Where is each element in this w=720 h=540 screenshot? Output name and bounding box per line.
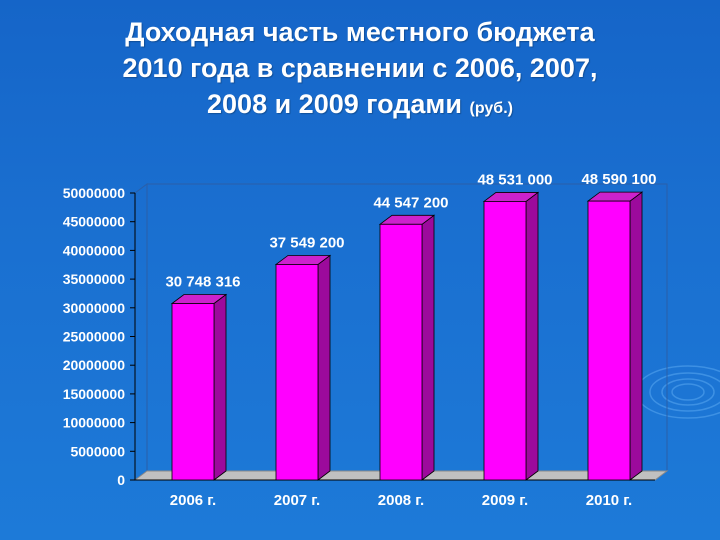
bar — [483, 201, 527, 481]
left-wall — [134, 183, 148, 481]
y-tick-label: 35000000 — [63, 271, 126, 287]
y-tick-label: 10000000 — [63, 415, 126, 431]
y-tick-label: 5000000 — [70, 443, 125, 459]
x-tick-label: 2009 г. — [482, 492, 528, 509]
data-label: 48 531 000 — [477, 171, 552, 188]
x-tick-label: 2010 г. — [586, 492, 632, 509]
data-label: 48 590 100 — [581, 171, 656, 188]
y-tick-label: 25000000 — [63, 329, 126, 345]
title-unit: (руб.) — [469, 100, 513, 117]
title-line-1: Доходная часть местного бюджета — [125, 17, 595, 47]
slide-title: Доходная часть местного бюджета 2010 год… — [0, 14, 720, 127]
y-tick-label: 0 — [117, 472, 125, 488]
bar-side — [525, 191, 539, 481]
bar — [275, 264, 319, 481]
bar-side — [213, 293, 227, 481]
y-tick-label: 30000000 — [63, 300, 126, 316]
bar-side — [629, 191, 643, 481]
data-label: 44 547 200 — [373, 194, 448, 211]
bar-side — [421, 214, 435, 481]
data-label: 37 549 200 — [269, 234, 344, 251]
x-tick-label: 2006 г. — [170, 492, 216, 509]
y-tick-label: 50000000 — [63, 185, 126, 201]
bar — [171, 303, 215, 481]
y-tick-label: 20000000 — [63, 357, 126, 373]
data-label: 30 748 316 — [165, 274, 240, 291]
x-tick-label: 2008 г. — [378, 492, 424, 509]
y-tick-label: 40000000 — [63, 242, 126, 258]
title-line-3-text: 2008 и 2009 годами — [207, 89, 462, 119]
bar — [379, 223, 423, 481]
x-tick-label: 2007 г. — [274, 492, 320, 509]
bar-side — [317, 254, 331, 481]
title-line-2: 2010 года в сравнении с 2006, 2007, — [122, 53, 598, 83]
bar — [587, 200, 631, 481]
title-line-3: 2008 и 2009 годами (руб.) — [0, 86, 720, 127]
y-tick-label: 45000000 — [63, 214, 126, 230]
y-tick-label: 15000000 — [63, 386, 126, 402]
